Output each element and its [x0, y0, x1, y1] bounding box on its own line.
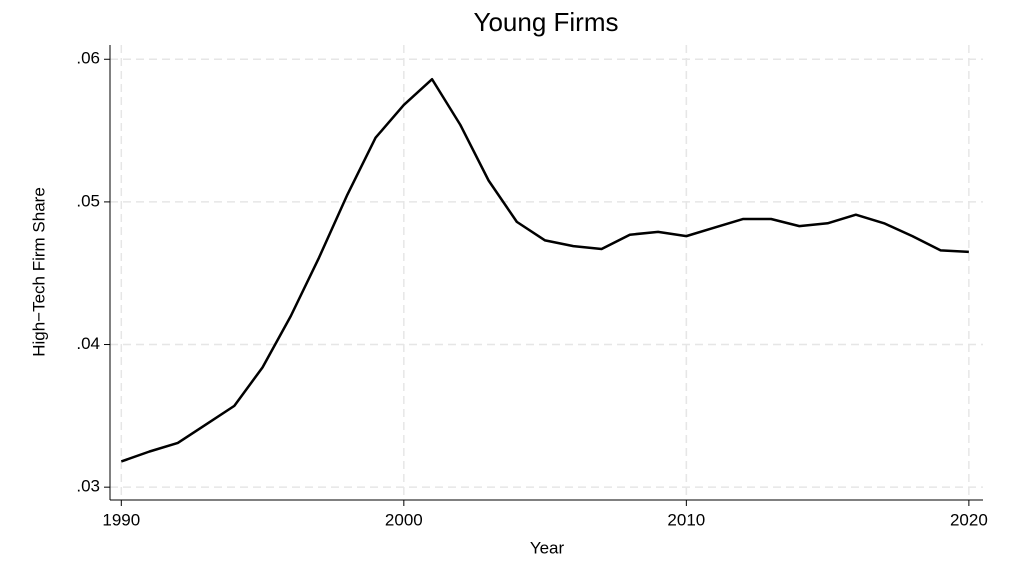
x-tick-label: 1990: [102, 510, 140, 529]
chart-title: Young Firms: [474, 7, 619, 37]
y-tick-label: .04: [76, 334, 100, 353]
y-axis-label: High−Tech Firm Share: [29, 187, 48, 357]
y-tick-label: .05: [76, 191, 100, 210]
data-line: [120, 77, 969, 463]
x-tick-label: 2000: [385, 510, 423, 529]
x-axis-label: Year: [530, 538, 565, 557]
y-tick-label: .03: [76, 477, 100, 496]
y-tick-label: .06: [76, 49, 100, 68]
x-tick-label: 2020: [950, 510, 988, 529]
x-tick-label: 2010: [667, 510, 705, 529]
